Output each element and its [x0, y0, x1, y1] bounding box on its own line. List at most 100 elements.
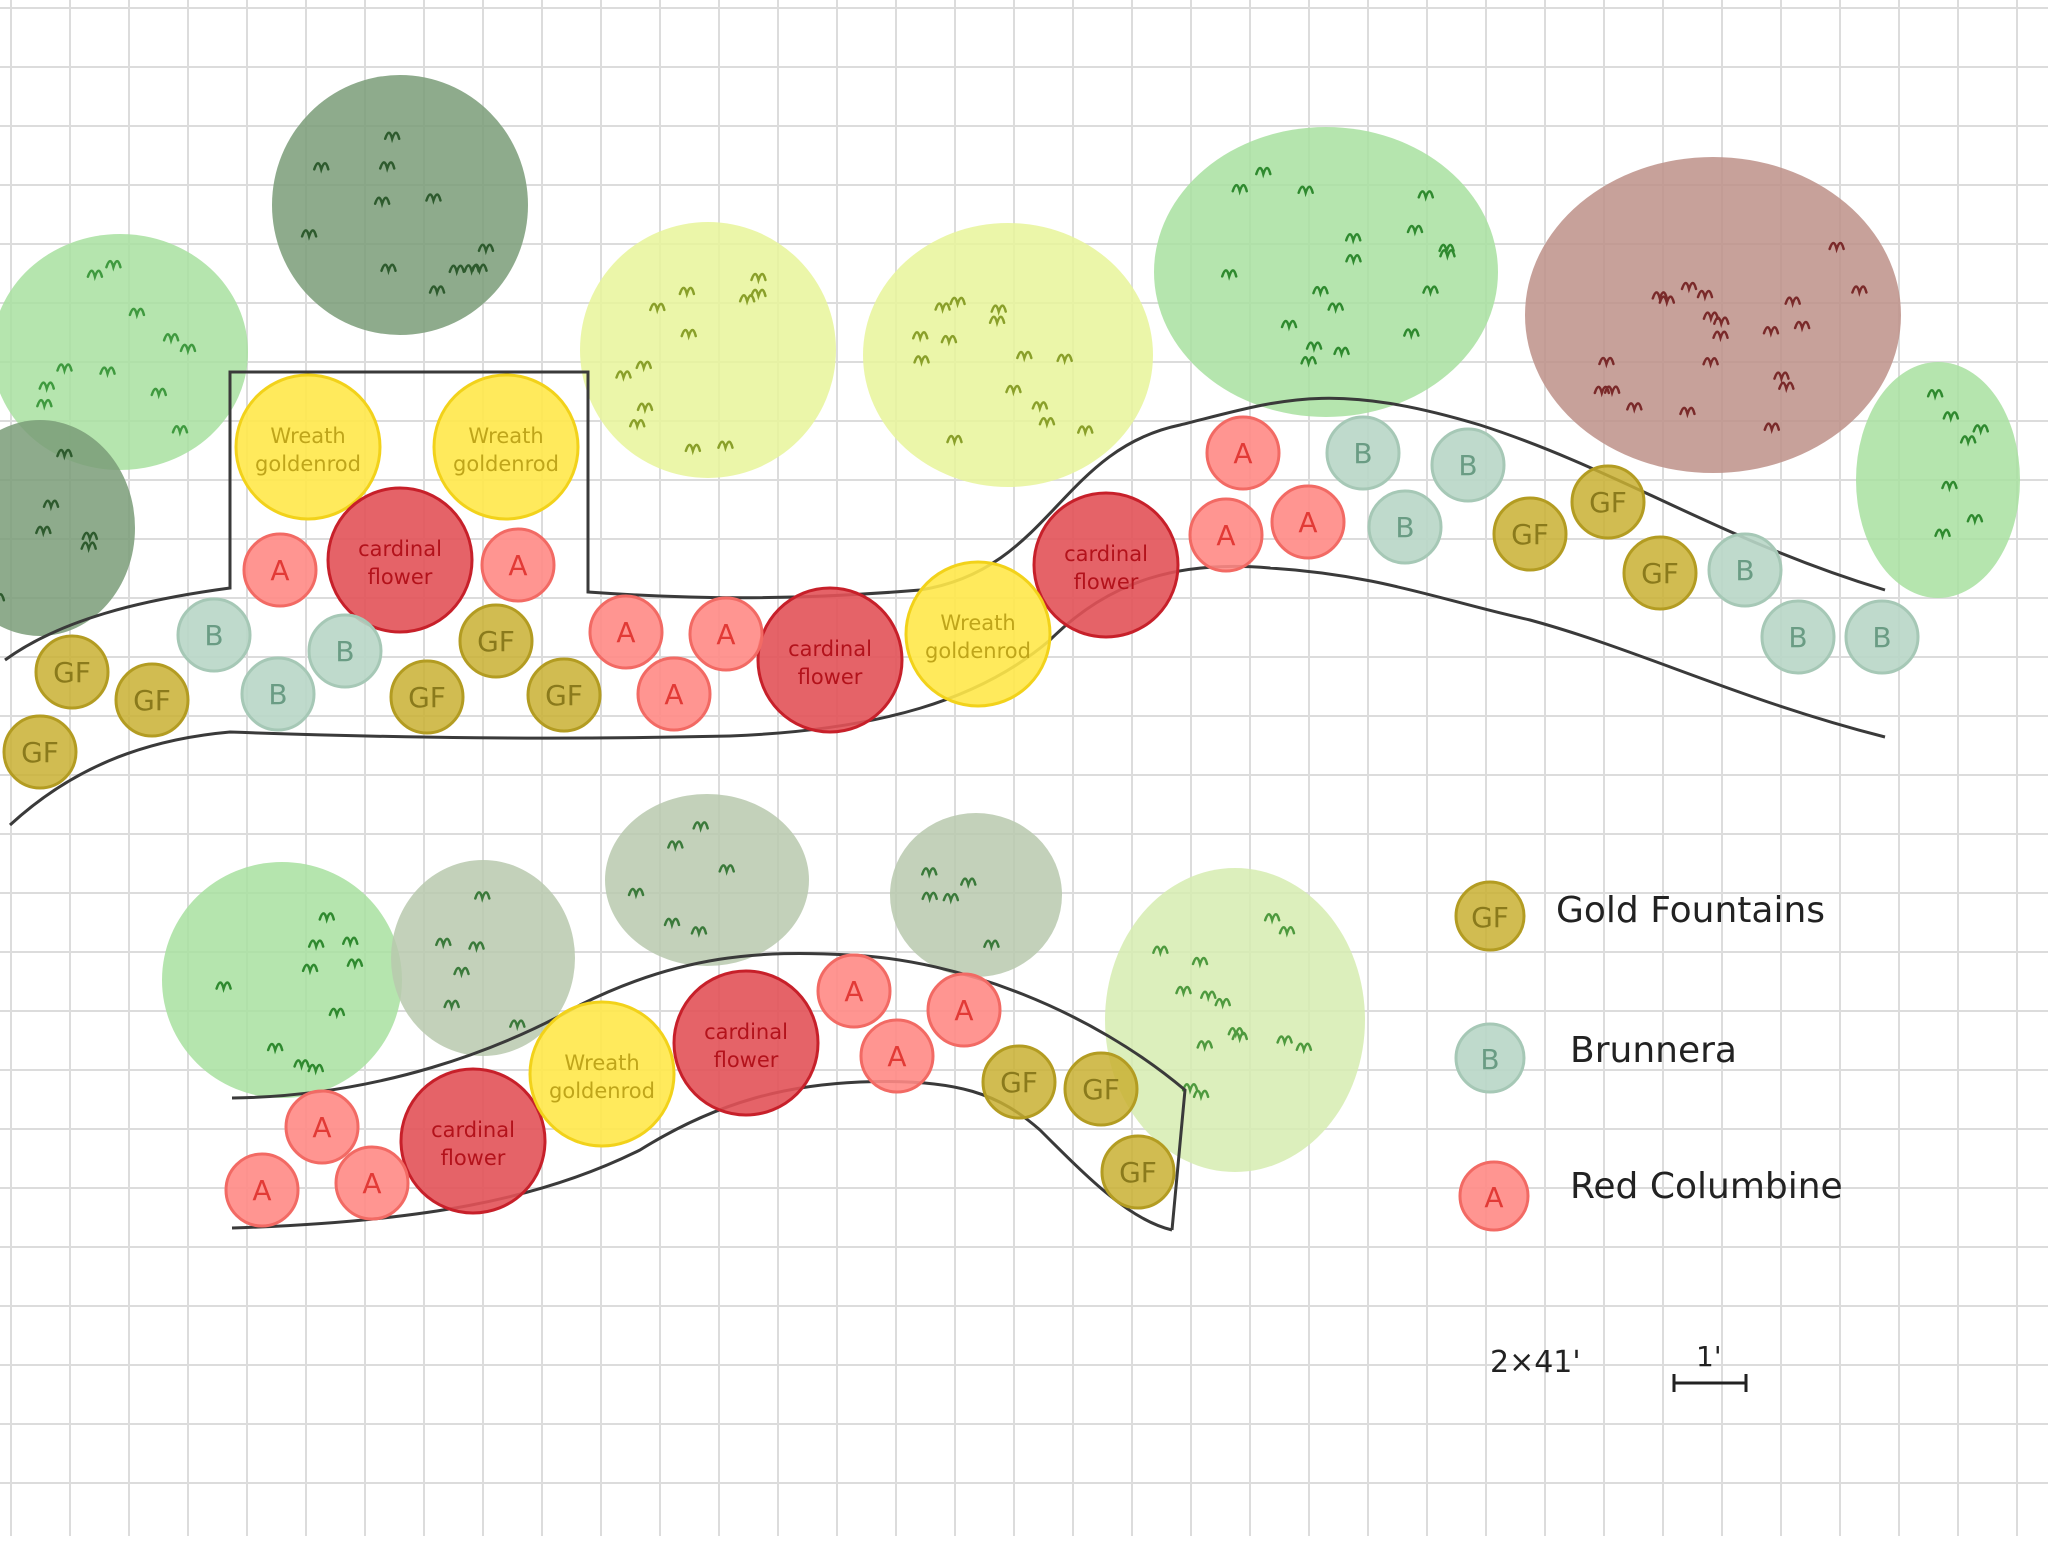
red-columbine-plant-label: A — [252, 1174, 271, 1207]
shrub-light-green — [1154, 127, 1498, 417]
shrub-texture-mark — [1941, 480, 1958, 493]
shrub-texture-mark — [171, 425, 189, 437]
brunnera-plant-label: B — [1735, 554, 1754, 587]
shrub-texture-mark — [1651, 291, 1669, 303]
shrub-texture-mark — [921, 867, 938, 879]
shrub-texture-mark — [435, 937, 452, 950]
legend-abbr-red-columbine: A — [1484, 1181, 1503, 1214]
gold-fountains-plant-label: GF — [1641, 557, 1679, 590]
shrub-texture-mark — [636, 402, 654, 415]
gold-fountains-plant: GF — [526, 657, 602, 733]
legend: GF Gold Fountains B Brunnera A Red Colum… — [1454, 880, 1843, 1232]
cardinal-flower-plant-label-line2: flower — [368, 565, 433, 589]
wreath-goldenrod-plant: Wreath goldenrod — [234, 373, 382, 521]
cardinal-flower-plant-label-line1: cardinal — [431, 1118, 515, 1142]
shrub-texture-mark — [1658, 295, 1676, 308]
shrub-texture-mark — [1406, 224, 1424, 237]
shrub-texture-mark — [1773, 371, 1790, 384]
shrub-texture-mark — [56, 363, 73, 375]
red-columbine-plant: A — [334, 1145, 410, 1221]
shrub-texture-mark — [509, 1019, 526, 1032]
legend-label-red-columbine: Red Columbine — [1570, 1166, 1843, 1207]
shrub-texture-mark — [301, 963, 319, 976]
shrub-texture-mark — [1220, 269, 1238, 281]
shrub-texture-mark — [1200, 990, 1217, 1003]
shrub-texture-mark — [1934, 528, 1951, 541]
shrub-texture-mark — [1793, 320, 1811, 333]
shrub-texture-mark — [346, 958, 364, 971]
shrub-texture-mark — [1276, 1035, 1293, 1047]
shrub-sage — [890, 813, 1062, 977]
shrub-texture-mark — [1056, 353, 1073, 366]
shrub-texture-mark — [942, 892, 960, 905]
brunnera-plant-label: B — [1872, 621, 1891, 654]
shrub-texture-mark — [946, 434, 963, 447]
cardinal-flower-plant-label-line1: cardinal — [788, 637, 872, 661]
shrub-texture-mark — [1702, 311, 1720, 324]
red-columbine-plant-label: A — [616, 616, 635, 649]
shrub-texture-mark — [1191, 956, 1209, 969]
red-columbine-plant-label: A — [508, 549, 527, 582]
shrub-texture-mark — [934, 302, 951, 314]
gold-fountains-plant: GF — [1570, 464, 1646, 540]
shrub-texture-mark — [1942, 411, 1960, 423]
shrub-texture-mark — [215, 981, 232, 994]
shrub-texture-mark — [1763, 422, 1781, 435]
legend-swatch-red-columbine — [1458, 1160, 1530, 1232]
shrub-texture-mark — [750, 288, 767, 301]
legend-item-brunnera: B Brunnera — [1454, 1022, 1737, 1094]
shrub-texture-mark — [627, 887, 645, 900]
shrub-texture-mark — [1231, 183, 1248, 196]
gold-fountains-plant: GF — [458, 603, 534, 679]
brunnera-plant-label: B — [335, 635, 354, 668]
shrub-sage — [391, 860, 575, 1056]
gold-fountains-plant: GF — [34, 634, 110, 710]
shrub-texture-mark — [1312, 285, 1329, 298]
shrub-texture-mark — [1712, 330, 1729, 343]
scale-unit-label: 1' — [1696, 1340, 1722, 1373]
brunnera-plant: B — [307, 613, 383, 689]
shrub-texture-mark — [1417, 190, 1435, 202]
cardinal-flower-plant-label-line1: cardinal — [704, 1020, 788, 1044]
cardinal-flower-plant: cardinal flower — [672, 969, 820, 1117]
gold-fountains-plant: GF — [2, 714, 78, 790]
shrub-texture-mark — [313, 162, 330, 174]
cardinal-flower-plant-label-line2: flower — [798, 665, 863, 689]
shrub-texture-mark — [1192, 1089, 1210, 1102]
shrub-texture-mark — [428, 285, 446, 297]
gold-fountains-plant-label: GF — [545, 679, 583, 712]
shrub-texture-mark — [162, 333, 180, 345]
shrub-yellow-green — [580, 222, 836, 478]
gold-fountains-plant-label: GF — [408, 681, 446, 714]
shrub-texture-mark — [1327, 302, 1344, 315]
legend-item-gold-fountains: GF Gold Fountains — [1454, 880, 1825, 952]
shrub-texture-mark — [1344, 233, 1362, 245]
shrub-texture-mark — [1005, 384, 1022, 397]
shrub-texture-mark — [615, 370, 632, 382]
shrub-texture-mark — [1297, 185, 1314, 198]
cardinal-flower-plant: cardinal flower — [1032, 491, 1180, 639]
red-columbine-plant: A — [480, 527, 556, 603]
shrub-layer — [0, 75, 2020, 1172]
gold-fountains-plant-label: GF — [53, 656, 91, 689]
shrub-texture-mark — [179, 343, 197, 356]
shrub-texture-mark — [667, 840, 684, 852]
shrub-texture-mark — [983, 939, 1000, 952]
bed-size-label: 2×41' — [1490, 1345, 1581, 1380]
shrub-texture-mark — [1300, 356, 1317, 368]
shrub-texture-mark — [1438, 243, 1455, 256]
shrub-texture-mark — [328, 1007, 346, 1020]
red-columbine-plant-label: A — [270, 554, 289, 587]
red-columbine-plant-label: A — [1298, 506, 1317, 539]
cardinal-flower-plant-label-line1: cardinal — [1064, 542, 1148, 566]
shrub-texture-mark — [383, 131, 401, 144]
shrub-texture-mark — [150, 387, 168, 400]
legend-label-gold-fountains: Gold Fountains — [1556, 890, 1825, 931]
shrub-texture-mark — [1031, 401, 1049, 413]
cardinal-flower-plant-label-line1: cardinal — [358, 537, 442, 561]
shrub-texture-mark — [635, 360, 653, 373]
gold-fountains-plant: GF — [1063, 1051, 1139, 1127]
shrub-texture-mark — [692, 821, 709, 833]
